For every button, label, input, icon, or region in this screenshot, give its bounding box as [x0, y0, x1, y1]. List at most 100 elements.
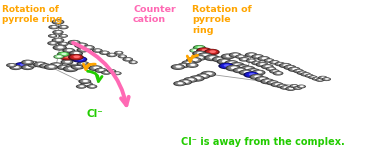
Circle shape [21, 60, 34, 65]
Circle shape [197, 52, 203, 54]
Circle shape [266, 59, 273, 62]
Circle shape [192, 76, 203, 80]
Circle shape [269, 81, 277, 84]
Circle shape [218, 63, 234, 69]
Circle shape [194, 55, 205, 60]
Circle shape [101, 51, 108, 54]
Circle shape [183, 81, 189, 83]
Circle shape [320, 76, 326, 79]
Circle shape [202, 54, 209, 57]
Circle shape [42, 64, 50, 68]
Circle shape [260, 63, 265, 65]
Circle shape [57, 65, 70, 70]
Circle shape [180, 80, 191, 84]
Circle shape [299, 85, 305, 88]
Circle shape [60, 59, 73, 65]
Circle shape [257, 56, 270, 61]
Circle shape [310, 76, 316, 78]
Circle shape [184, 61, 194, 65]
Circle shape [294, 86, 302, 89]
Circle shape [114, 51, 124, 55]
Circle shape [225, 60, 239, 66]
Circle shape [282, 86, 289, 89]
Circle shape [204, 49, 220, 55]
Circle shape [74, 52, 80, 54]
Circle shape [31, 64, 36, 66]
Circle shape [300, 72, 311, 76]
Circle shape [102, 71, 111, 74]
Circle shape [6, 63, 17, 68]
Circle shape [114, 72, 120, 74]
Circle shape [195, 51, 204, 55]
Circle shape [207, 56, 217, 60]
Circle shape [246, 53, 257, 57]
Circle shape [196, 73, 210, 79]
Circle shape [251, 69, 257, 72]
Circle shape [22, 60, 33, 64]
Circle shape [245, 52, 258, 58]
Circle shape [110, 70, 114, 72]
Circle shape [232, 63, 243, 67]
Circle shape [198, 48, 211, 53]
Circle shape [220, 63, 233, 69]
Circle shape [195, 56, 204, 60]
Circle shape [237, 69, 243, 71]
Circle shape [76, 43, 87, 48]
Circle shape [96, 68, 106, 72]
Circle shape [201, 75, 207, 77]
Circle shape [289, 67, 300, 71]
Circle shape [204, 55, 220, 61]
Circle shape [61, 66, 67, 68]
Circle shape [85, 64, 93, 68]
Circle shape [51, 26, 57, 28]
Circle shape [193, 49, 197, 51]
Circle shape [75, 65, 81, 68]
Circle shape [189, 48, 200, 53]
Circle shape [254, 70, 263, 74]
Circle shape [105, 71, 109, 73]
Circle shape [171, 64, 185, 70]
Circle shape [189, 58, 200, 62]
Circle shape [59, 25, 68, 29]
Circle shape [231, 62, 243, 68]
Circle shape [118, 55, 127, 58]
Circle shape [78, 48, 88, 52]
Circle shape [276, 84, 287, 88]
Circle shape [73, 64, 83, 68]
Circle shape [293, 86, 302, 90]
Circle shape [129, 61, 137, 64]
Circle shape [107, 69, 116, 73]
Circle shape [318, 76, 327, 80]
Circle shape [85, 46, 93, 49]
Circle shape [273, 70, 277, 72]
Circle shape [46, 65, 56, 69]
Circle shape [255, 76, 269, 82]
Circle shape [28, 61, 38, 65]
Circle shape [53, 38, 64, 42]
Circle shape [50, 25, 58, 29]
Circle shape [174, 65, 183, 69]
Circle shape [215, 57, 224, 61]
Circle shape [43, 64, 58, 70]
Circle shape [124, 57, 132, 61]
Circle shape [253, 70, 265, 75]
Circle shape [69, 40, 79, 45]
Circle shape [284, 65, 296, 70]
Circle shape [62, 35, 66, 36]
Circle shape [234, 63, 241, 66]
Circle shape [188, 63, 197, 67]
Circle shape [240, 66, 256, 72]
Circle shape [181, 60, 196, 66]
Circle shape [85, 83, 90, 85]
Circle shape [66, 60, 82, 66]
Circle shape [83, 82, 91, 86]
Circle shape [116, 51, 122, 54]
Circle shape [314, 77, 320, 80]
Text: Counter
cation: Counter cation [133, 5, 176, 24]
Circle shape [17, 63, 28, 67]
Circle shape [64, 66, 77, 71]
Circle shape [34, 62, 46, 67]
Circle shape [283, 64, 288, 66]
Circle shape [181, 80, 190, 84]
Circle shape [275, 83, 280, 85]
